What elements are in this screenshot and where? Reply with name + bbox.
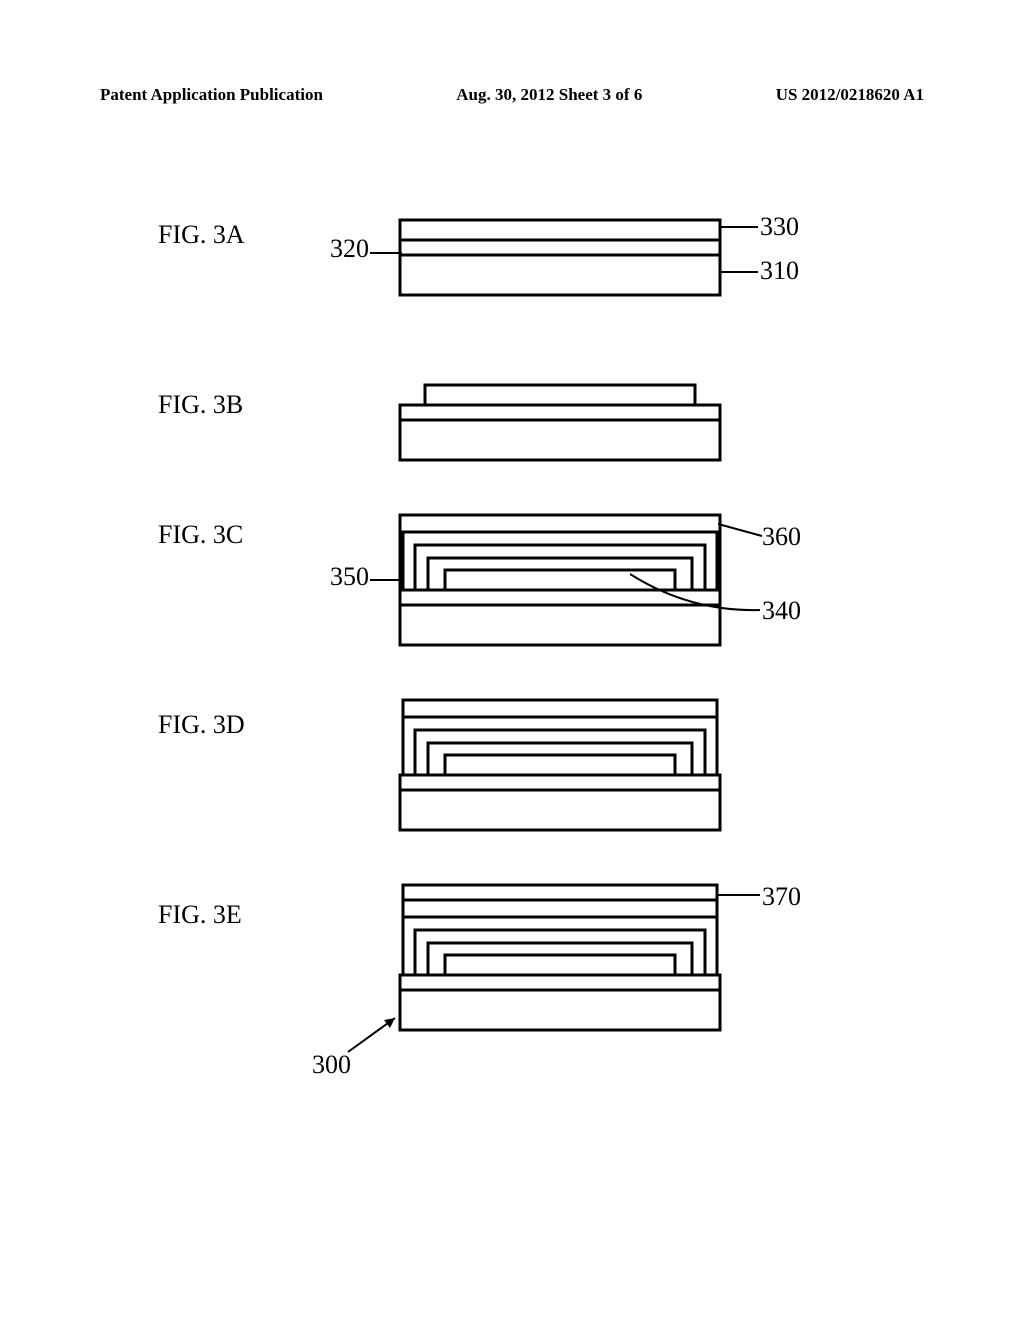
fig-label-3a: FIG. 3A [158,220,245,250]
leader-360 [718,522,764,542]
fig-label-3c: FIG. 3C [158,520,243,550]
leader-340 [630,572,762,616]
leader-320 [370,248,402,258]
fig-label-3e: FIG. 3E [158,900,242,930]
ref-310: 310 [760,256,799,286]
figure-3b: FIG. 3B [0,350,1024,500]
page-header: Patent Application Publication Aug. 30, … [100,85,924,105]
ref-320: 320 [330,234,369,264]
diagram-3a [390,215,740,305]
fig-label-3d: FIG. 3D [158,710,245,740]
figure-3a: FIG. 3A 320 330 310 [0,200,1024,350]
diagram-3b [390,380,740,470]
figure-3e: FIG. 3E 370 300 [0,860,1024,1090]
ref-350: 350 [330,562,369,592]
ref-340: 340 [762,596,801,626]
figure-3d: FIG. 3D [0,680,1024,860]
ref-360: 360 [762,522,801,552]
ref-370: 370 [762,882,801,912]
leader-370 [718,890,762,902]
leader-350 [370,576,404,586]
fig-label-3b: FIG. 3B [158,390,243,420]
ref-330: 330 [760,212,799,242]
diagram-3d [390,695,740,840]
leader-330 [720,219,760,235]
figures-area: FIG. 3A 320 330 310 FIG. 3B FIG. 3C [0,200,1024,1090]
figure-3c: FIG. 3C 350 360 340 [0,500,1024,680]
header-center: Aug. 30, 2012 Sheet 3 of 6 [456,85,642,105]
header-left: Patent Application Publication [100,85,323,105]
header-right: US 2012/0218620 A1 [776,85,924,105]
leader-300-arrow [340,1010,410,1060]
leader-310 [720,264,760,280]
diagram-3e [390,880,740,1040]
